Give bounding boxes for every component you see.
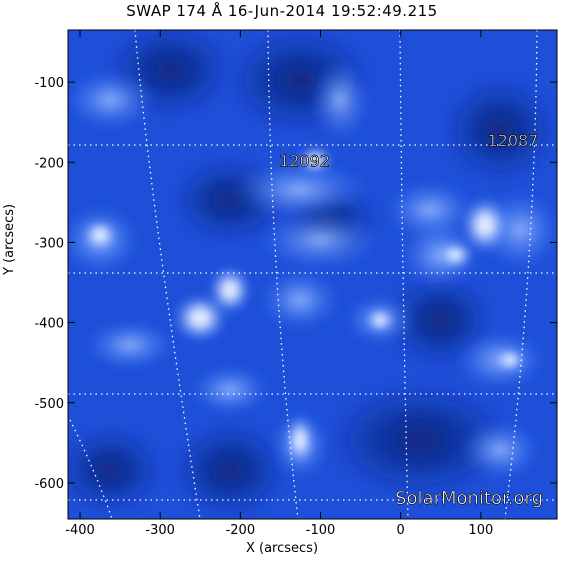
- x-tick-label: -400: [65, 523, 95, 538]
- y-tick-label: -500: [34, 397, 64, 412]
- x-tick-label: -200: [226, 523, 256, 538]
- y-tick-label: -100: [34, 76, 64, 91]
- y-tick-label: -200: [34, 156, 64, 171]
- x-tick-label: 100: [468, 523, 493, 538]
- y-tick-label: -300: [34, 236, 64, 251]
- x-axis-ticks: -400 -300 -200 -100 0 100: [65, 30, 493, 538]
- active-region-label: 12092: [279, 151, 330, 170]
- coordinate-grid: [68, 30, 557, 519]
- y-tick-label: -600: [34, 477, 64, 492]
- euv-image: [68, 30, 557, 519]
- y-tick-label: -400: [34, 317, 64, 332]
- plot-frame: [67, 29, 558, 520]
- y-axis-ticks: -100 -200 -300 -400 -500 -600: [34, 76, 557, 492]
- x-tick-label: -300: [145, 523, 175, 538]
- active-region-label: 12087: [487, 131, 538, 150]
- watermark: SolarMonitor.org: [395, 488, 543, 509]
- image-title: SWAP 174 Å 16-Jun-2014 19:52:49.215: [126, 2, 438, 20]
- x-tick-label: -100: [306, 523, 336, 538]
- region-labels: 12092 12087: [279, 131, 539, 171]
- x-tick-label: 0: [397, 523, 405, 538]
- x-axis-label: X (arcsecs): [245, 541, 319, 556]
